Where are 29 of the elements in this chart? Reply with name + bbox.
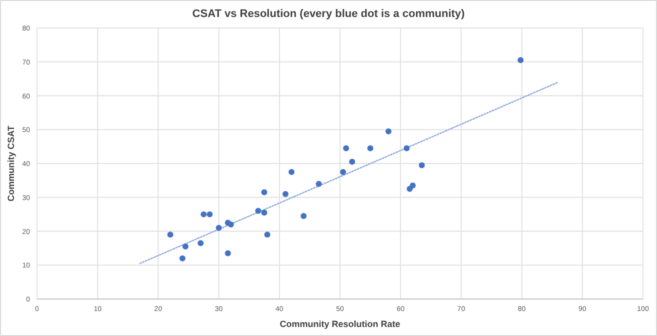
point [418, 162, 425, 168]
point [264, 232, 270, 238]
point [198, 240, 204, 246]
chart-title: CSAT vs Resolution (every blue dot is a community) [192, 8, 466, 20]
point [410, 182, 416, 189]
point [518, 57, 524, 64]
point [261, 210, 268, 216]
point [404, 145, 410, 152]
point [228, 221, 234, 228]
point [300, 213, 307, 220]
point [261, 189, 268, 196]
point [349, 158, 356, 165]
point [179, 255, 186, 262]
point [367, 145, 374, 152]
point [224, 250, 231, 256]
point [343, 145, 350, 152]
point [216, 224, 222, 231]
point [255, 208, 262, 214]
point [167, 232, 174, 238]
y-axis-title: Community CSAT [6, 125, 16, 202]
point [206, 211, 213, 218]
point [316, 180, 322, 187]
point [288, 168, 295, 175]
point [385, 128, 392, 134]
point [182, 243, 188, 250]
x-axis-title: Community Resolution Rate [280, 319, 400, 329]
point [340, 168, 346, 175]
point [282, 190, 288, 197]
point [200, 211, 207, 218]
